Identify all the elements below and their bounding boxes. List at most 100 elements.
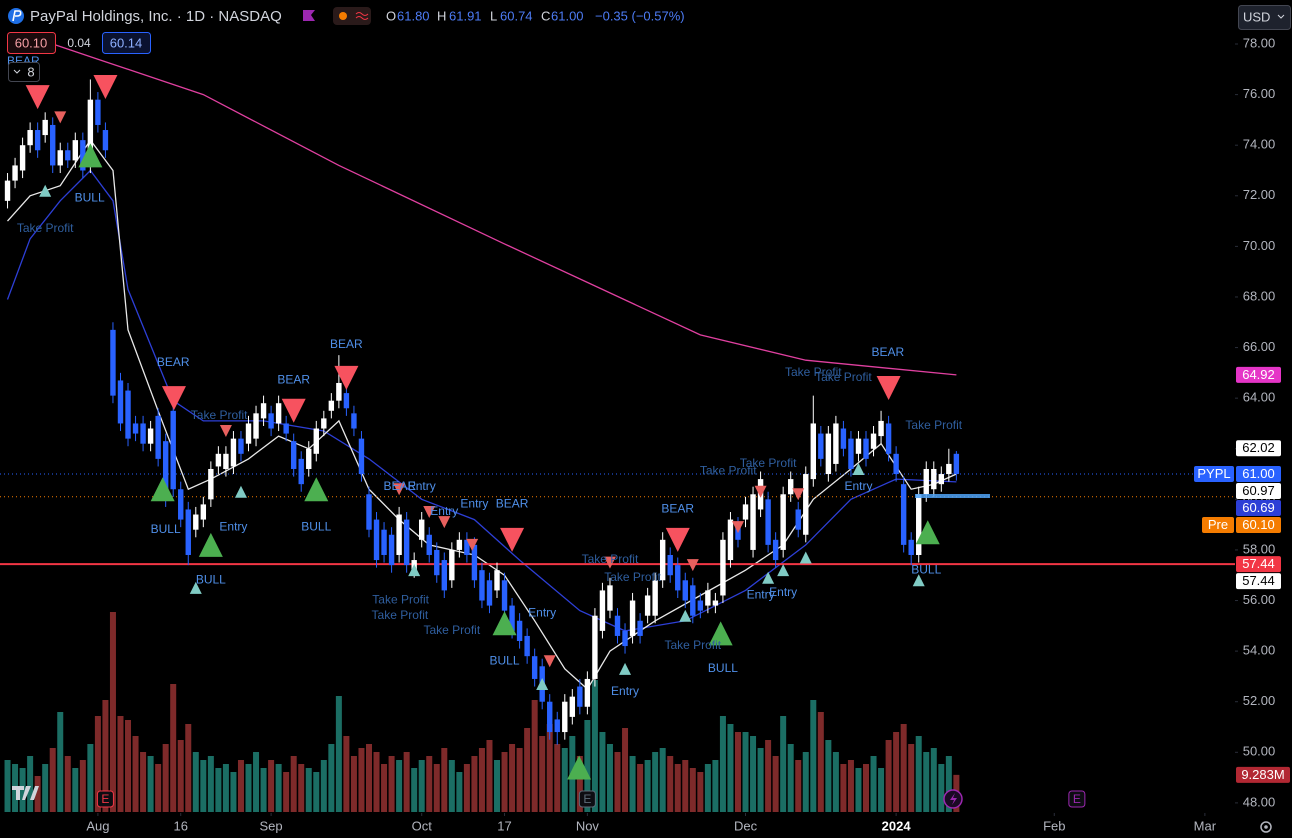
volume-bar	[418, 760, 425, 812]
volume-bar	[328, 744, 335, 812]
candle-body	[87, 99, 94, 166]
candle-body	[885, 423, 892, 454]
candle-body	[690, 585, 696, 616]
volume-bar	[448, 760, 455, 812]
tv-logo[interactable]	[12, 786, 39, 800]
signal-label: Take Profit	[582, 552, 639, 566]
candle-body	[848, 438, 854, 469]
candle-body	[893, 453, 899, 475]
signal-marker	[708, 621, 733, 646]
candle-body	[659, 539, 666, 581]
candle-body	[652, 580, 658, 616]
candle-body	[629, 600, 636, 636]
candle-body	[19, 145, 26, 171]
y-tick-label: 74.00	[1243, 137, 1276, 152]
volume-bar	[908, 744, 915, 812]
signal-label: Take Profit	[17, 221, 74, 235]
candle-body	[727, 519, 734, 561]
candle-body	[313, 428, 319, 454]
indicators-toggle[interactable]	[8, 62, 40, 82]
volume-bar	[170, 684, 177, 812]
volume-bar	[674, 764, 681, 812]
volume-bar	[878, 768, 885, 812]
ohlc-key: C	[541, 8, 550, 23]
volume-bar	[215, 768, 222, 812]
flag-icon[interactable]	[303, 10, 315, 21]
signal-marker	[78, 143, 103, 168]
signal-label: Entry	[747, 588, 775, 602]
currency-select[interactable]	[1238, 5, 1291, 30]
candle-body	[4, 180, 11, 201]
candle-body	[42, 119, 48, 136]
signal-marker	[912, 574, 925, 587]
candle-body	[449, 549, 455, 581]
x-tick-label: Dec	[734, 818, 758, 833]
ohlc-value: 61.00	[551, 8, 584, 23]
y-tick-label: 68.00	[1243, 288, 1276, 303]
status-icons[interactable]	[333, 7, 371, 25]
price-label-prefix-box	[1202, 517, 1234, 534]
volume-bar	[290, 756, 297, 812]
signal-label: Take Profit	[372, 608, 429, 622]
volume-bar	[561, 748, 568, 812]
buy-button[interactable]	[102, 32, 151, 54]
candle-body	[750, 494, 756, 550]
settings-icon[interactable]	[1260, 821, 1272, 833]
volume-bar	[637, 764, 644, 812]
candle-body	[125, 390, 131, 439]
x-tick-label: Mar	[1194, 818, 1217, 833]
candle-body	[185, 509, 191, 555]
candle-body	[644, 595, 651, 616]
signal-marker	[438, 516, 451, 529]
candle-body	[765, 499, 771, 545]
signal-label: BEAR	[157, 355, 190, 369]
candle-body	[80, 140, 86, 171]
signal-marker	[619, 662, 632, 675]
volume-bar	[697, 772, 704, 812]
volume-bar	[343, 736, 350, 812]
candle-body	[464, 539, 470, 555]
volume-bar	[42, 764, 49, 812]
volume-bar	[350, 756, 357, 812]
candle-body	[818, 433, 824, 459]
volume-bar	[358, 748, 365, 812]
candle-body	[547, 701, 553, 733]
volume-bar	[576, 756, 583, 812]
sell-button[interactable]	[7, 32, 56, 54]
candle-body	[810, 423, 816, 480]
position-tool[interactable]	[915, 494, 990, 498]
x-tick-label: Sep	[260, 818, 283, 833]
signal-marker	[161, 386, 186, 411]
volume-bar	[863, 764, 870, 812]
candle-body	[524, 635, 530, 657]
volume-bar	[885, 740, 892, 812]
candle-body	[178, 489, 184, 520]
candle-body	[592, 615, 598, 679]
volume-bar	[667, 756, 674, 812]
event-marker	[1068, 790, 1086, 808]
volume-bar	[727, 724, 734, 812]
ask-price: 60.14	[110, 35, 143, 50]
signal-marker	[536, 678, 549, 691]
price-label-box	[1236, 366, 1281, 383]
symbol-title[interactable]: PayPal Holdings, Inc. · 1D · NASDAQ	[30, 8, 282, 25]
volume-bar	[704, 764, 711, 812]
volume-bar	[49, 748, 56, 812]
volume-bar	[253, 752, 260, 812]
signal-label: BULL	[911, 562, 941, 576]
candle-body	[697, 600, 704, 611]
volume-bar	[34, 776, 41, 812]
candle-body	[953, 453, 960, 475]
event-label: E	[101, 792, 109, 806]
volume-bar	[855, 768, 862, 812]
volume-bar	[787, 744, 794, 812]
candle-body	[260, 403, 267, 419]
volume-bar	[57, 712, 64, 812]
volume-bar	[629, 756, 636, 812]
volume-bar	[373, 752, 380, 812]
volume-bar	[757, 748, 764, 812]
candle-body	[110, 329, 116, 396]
candle-body	[946, 463, 952, 475]
signal-label: Take Profit	[191, 408, 248, 422]
candle-body	[245, 423, 252, 444]
